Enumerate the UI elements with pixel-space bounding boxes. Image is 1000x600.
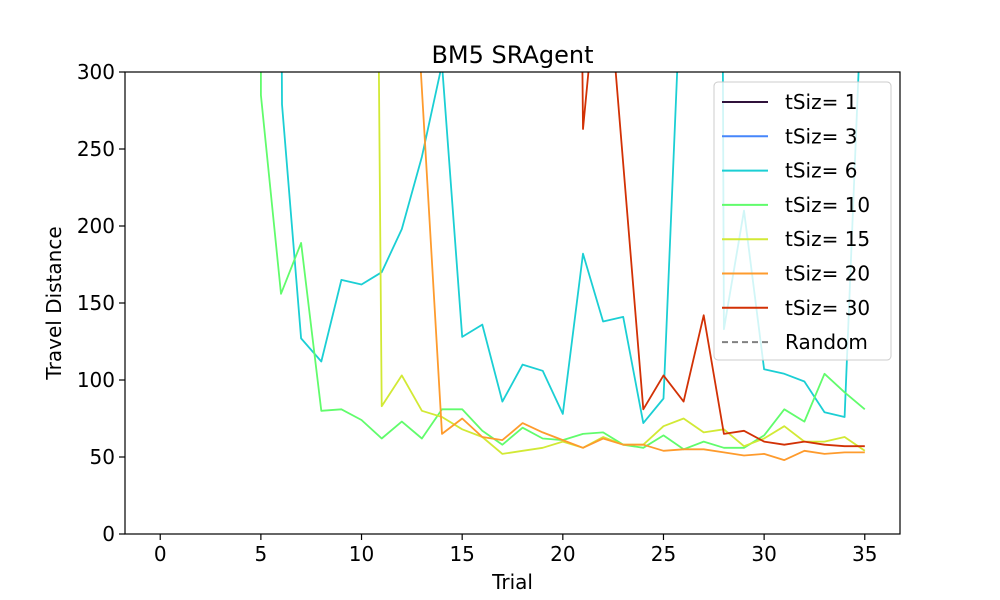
x-tick-label: 10 — [349, 542, 374, 566]
x-tick-label: 35 — [852, 542, 877, 566]
y-axis-title: Travel Distance — [42, 226, 66, 380]
x-tick-label: 25 — [651, 542, 676, 566]
x-tick-label: 30 — [751, 542, 776, 566]
legend-label: tSiz= 15 — [785, 227, 870, 251]
x-tick-label: 15 — [449, 542, 474, 566]
x-tick-label: 5 — [255, 542, 268, 566]
legend-label: tSiz= 30 — [785, 296, 870, 320]
y-tick-label: 150 — [77, 291, 115, 315]
x-tick-label: 20 — [550, 542, 575, 566]
legend: tSiz= 1 tSiz= 3 tSiz= 6 tSiz= 10 tSiz= 15 tSi… — [713, 81, 892, 361]
y-tick-label: 200 — [77, 214, 115, 238]
y-tick-label: 50 — [90, 445, 115, 469]
legend-label: tSiz= 3 — [785, 124, 857, 148]
legend-label: tSiz= 20 — [785, 262, 870, 286]
x-axis: 0 5 10 15 20 25 30 35 — [154, 534, 877, 566]
x-tick-label: 0 — [154, 542, 167, 566]
series-line — [419, 72, 865, 461]
legend-label: Random — [785, 330, 868, 354]
y-tick-label: 100 — [77, 368, 115, 392]
chart-title: BM5 SRAgent — [431, 41, 593, 69]
y-tick-label: 300 — [77, 60, 115, 84]
x-axis-title: Trial — [491, 570, 533, 594]
series-line — [260, 72, 866, 451]
y-axis: 0 50 100 150 200 250 300 — [77, 60, 125, 546]
legend-label: tSiz= 1 — [785, 90, 857, 114]
y-tick-label: 0 — [102, 522, 115, 546]
legend-label: tSiz= 10 — [785, 193, 870, 217]
y-tick-label: 250 — [77, 137, 115, 161]
legend-label: tSiz= 6 — [785, 159, 857, 183]
series-line — [581, 72, 865, 448]
legend-box — [713, 81, 892, 361]
